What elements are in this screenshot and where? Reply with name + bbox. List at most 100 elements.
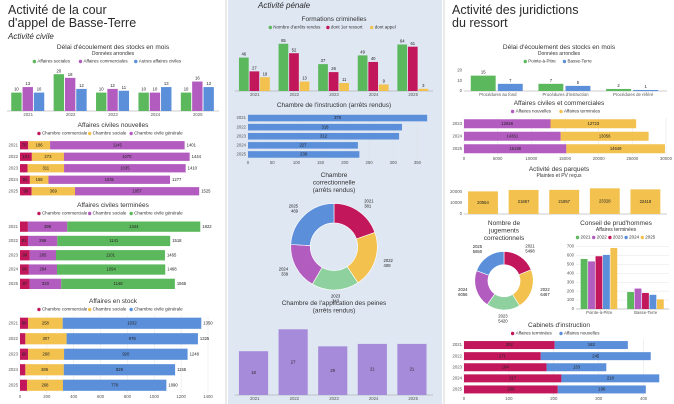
y-tick-label: 200 xyxy=(567,288,575,293)
data-label: 296 xyxy=(39,238,47,243)
data-label: 27 xyxy=(252,65,257,70)
total-label: 1565 xyxy=(177,281,187,286)
data-label: 1070 xyxy=(122,154,132,159)
y-tick-label: 500 xyxy=(567,261,575,266)
y-tick-label: 2025 xyxy=(452,146,462,151)
data-label: 158 xyxy=(36,177,44,182)
bar xyxy=(53,74,65,111)
bar xyxy=(138,92,149,111)
data-label: 7 xyxy=(509,78,512,83)
data-label: 70 xyxy=(22,142,27,147)
legend-swatch xyxy=(129,211,133,216)
legend-swatch xyxy=(37,307,41,312)
legend-label: Pointe-à-Pitre xyxy=(528,59,556,64)
data-label: 10 xyxy=(99,87,104,92)
chart-title: Chambre correctionnelle (arrêts rendus) xyxy=(313,172,356,194)
legend-swatch xyxy=(87,211,92,216)
total-label: 1822 xyxy=(202,224,212,229)
data-label: 1035 xyxy=(105,177,115,182)
data-label: 14649 xyxy=(610,146,622,151)
x-tick-label: 2024 xyxy=(369,396,379,401)
y-tick-label: 0 xyxy=(572,306,575,311)
chart-title: Chambre de l'application des peines (arrê… xyxy=(282,300,387,315)
data-label: 5 xyxy=(577,80,580,85)
data-label: 398 xyxy=(44,224,52,229)
segment-value: 469 xyxy=(291,208,299,213)
x-tick-label: 200 xyxy=(550,396,558,401)
data-label: 12 xyxy=(79,83,84,88)
legend-swatch xyxy=(562,59,567,64)
data-label: 1148 xyxy=(114,281,124,286)
data-label: 829 xyxy=(116,367,124,372)
y-tick-label: 2023 xyxy=(236,133,246,138)
data-label: 46 xyxy=(241,52,246,57)
data-label: 40 xyxy=(371,56,376,61)
bar-segment xyxy=(28,317,63,329)
legend-swatch xyxy=(268,25,272,30)
bar xyxy=(33,92,45,111)
legend-label: 2024 xyxy=(629,235,640,240)
data-label: 307 xyxy=(42,336,50,341)
total-label: 1518 xyxy=(172,238,182,243)
total-label: 1468 xyxy=(167,267,177,272)
legend-swatch xyxy=(592,235,596,240)
legend-label: Chambre civile générale xyxy=(134,307,183,312)
data-label: 268 xyxy=(41,382,49,387)
x-tick-label: 0 xyxy=(19,394,22,399)
legend-label: Affaires nouvelles xyxy=(516,109,552,114)
data-label: 273 xyxy=(44,154,52,159)
y-tick-label: 2022 xyxy=(8,336,18,341)
y-tick-label: 2022 xyxy=(8,154,18,159)
segment-value: 343 xyxy=(332,299,340,304)
bar-segment xyxy=(28,264,58,275)
bar xyxy=(642,292,649,309)
data-label: 90 xyxy=(22,267,27,272)
y-tick-label: 20000 xyxy=(450,189,463,194)
data-label: 99 xyxy=(23,188,28,193)
bar-segment xyxy=(62,379,167,391)
data-label: 18 xyxy=(251,370,256,375)
bar-segment xyxy=(63,152,190,161)
bar xyxy=(589,188,620,214)
bar xyxy=(289,53,299,91)
total-label: 1410 xyxy=(188,165,198,170)
x-tick-label: 2021 xyxy=(23,112,33,117)
y-tick-label: 2025 xyxy=(8,281,18,286)
bar-segment xyxy=(67,221,201,232)
segment-value: 6056 xyxy=(458,292,468,297)
chart-title: Affaires civiles et commerciales xyxy=(514,100,605,107)
segment-value: 5650 xyxy=(473,249,483,254)
data-label: 52 xyxy=(292,47,297,52)
legend-label: Chambre civile générale xyxy=(134,131,183,136)
bar-segment xyxy=(20,221,28,232)
bar-segment xyxy=(20,141,29,150)
data-label: 1057 xyxy=(132,188,142,193)
x-tick-label: 2023 xyxy=(108,112,118,117)
legend-swatch xyxy=(37,211,41,216)
data-label: 22418 xyxy=(640,199,652,204)
bar-segment xyxy=(557,385,646,394)
legend-swatch xyxy=(129,307,133,312)
y-tick-label: 700 xyxy=(567,244,575,249)
bar-segment xyxy=(56,250,165,261)
bar-segment xyxy=(464,131,561,141)
data-label: 10 xyxy=(184,87,189,92)
bar-segment xyxy=(28,348,65,360)
data-label: 10 xyxy=(141,87,146,92)
x-tick-label: 600 xyxy=(97,394,105,399)
x-tick-label: 10000 xyxy=(525,156,538,161)
segment-category: 2022 xyxy=(384,258,394,263)
bar-segment xyxy=(20,164,28,173)
bar-segment xyxy=(64,348,188,360)
bar xyxy=(249,71,260,91)
legend-label: 2022 xyxy=(597,235,608,240)
total-label: 1155 xyxy=(177,367,187,372)
bar-segment xyxy=(20,264,29,275)
data-label: 1141 xyxy=(109,238,119,243)
data-label: 61 xyxy=(410,41,415,46)
segment-value: 381 xyxy=(364,204,372,209)
legend-swatch xyxy=(134,59,138,64)
data-label: 1035 xyxy=(120,165,130,170)
y-tick-label: 2021 xyxy=(8,142,18,147)
x-tick-label: 0 xyxy=(247,160,250,165)
